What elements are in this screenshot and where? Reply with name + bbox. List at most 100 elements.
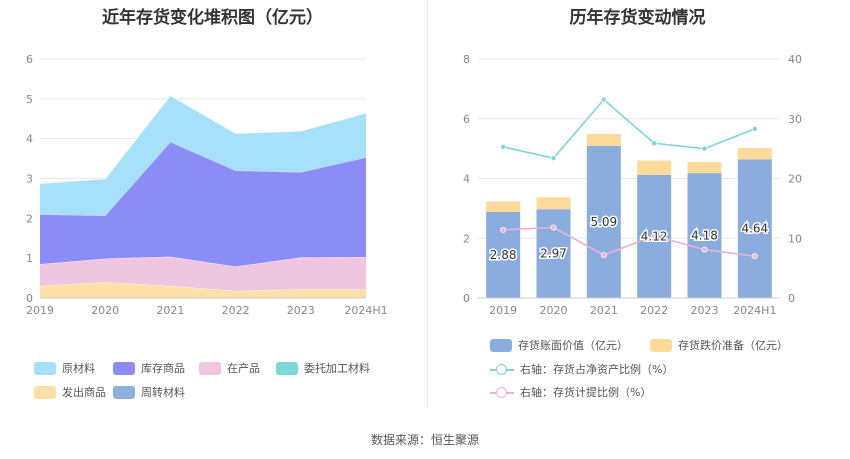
y-right-tick-label: 20 xyxy=(788,173,802,186)
area-edge-发出商品 xyxy=(39,281,366,292)
x-tick-label: 2020 xyxy=(91,304,119,317)
bar-impairment xyxy=(637,160,672,175)
line-point xyxy=(701,145,708,152)
legend-label: 存货跌价准备（亿元） xyxy=(678,339,788,352)
line-point xyxy=(751,253,758,260)
legend-swatch xyxy=(113,385,135,399)
y-tick-label: 4 xyxy=(26,133,33,146)
legend-label: 原材料 xyxy=(62,362,95,375)
legend-item[interactable]: 右轴：存货占净资产比例（%） xyxy=(490,361,673,377)
line-point xyxy=(550,155,557,162)
legend-item[interactable]: 右轴：存货计提比例（%） xyxy=(490,384,651,400)
y-tick-label: 5 xyxy=(26,93,33,106)
x-tick-label: 2019 xyxy=(26,304,54,317)
legend-label: 库存商品 xyxy=(141,362,185,375)
legend-item[interactable]: 委托加工材料 xyxy=(276,360,370,376)
bar-impairment xyxy=(586,133,621,146)
bar-book-value xyxy=(737,159,772,298)
y-tick-label: 3 xyxy=(26,173,33,186)
legend-swatch xyxy=(490,386,514,399)
y-tick-label: 6 xyxy=(26,53,33,66)
x-tick-label: 2019 xyxy=(489,304,517,317)
bar-impairment xyxy=(536,197,571,210)
stacked-bar-chart: 0 2 4 6 8 0 10 20 30 40 2019 2020 2021 2022 2023 2024H1… xyxy=(463,53,802,317)
x-tick-label: 2022 xyxy=(640,304,668,317)
legend-swatch xyxy=(34,385,56,399)
legend-swatch xyxy=(490,363,514,376)
y-left-tick-label: 4 xyxy=(463,173,470,186)
legend-item[interactable]: 原材料 xyxy=(34,360,95,376)
bar-value-label: 2.97 xyxy=(540,247,567,261)
x-tick-label: 2024H1 xyxy=(344,304,387,317)
y-tick-label: 0 xyxy=(26,292,33,305)
stacked-area-chart: 0 1 2 3 4 5 6 2019 2020 2021 2022 2023 2024H1 xyxy=(26,53,388,317)
legend-swatch xyxy=(276,361,298,375)
legend-swatch xyxy=(34,361,56,375)
legend-item[interactable]: 存货账面价值（亿元） xyxy=(490,337,628,353)
y-left-tick-label: 8 xyxy=(463,53,470,66)
y-right-tick-label: 10 xyxy=(788,232,802,245)
area-发出商品 xyxy=(40,282,366,298)
legend-label: 周转材料 xyxy=(141,386,185,399)
x-tick-label: 2020 xyxy=(540,304,568,317)
line-point xyxy=(651,140,658,147)
y-tick-label: 1 xyxy=(26,252,33,265)
legend-swatch xyxy=(490,338,512,352)
y-right-tick-label: 0 xyxy=(788,292,795,305)
bar-impairment xyxy=(737,148,772,160)
y-left-tick-label: 6 xyxy=(463,113,470,126)
bar-impairment xyxy=(486,201,521,212)
bar-book-value xyxy=(486,211,521,298)
x-tick-label: 2023 xyxy=(287,304,315,317)
bar-book-value xyxy=(536,209,571,298)
x-tick-label: 2022 xyxy=(222,304,250,317)
line-point xyxy=(500,143,507,150)
chart-divider xyxy=(427,0,428,408)
legend-label: 在产品 xyxy=(227,362,260,375)
bar-impairment xyxy=(687,162,722,174)
line-point xyxy=(751,125,758,132)
right-chart-title: 历年存货变动情况 xyxy=(569,8,706,28)
bar-book-value xyxy=(687,173,722,298)
area-库存商品 xyxy=(40,141,366,267)
legend-label: 委托加工材料 xyxy=(304,362,370,375)
bar-value-label: 4.18 xyxy=(691,229,718,243)
x-tick-label: 2024H1 xyxy=(733,304,776,317)
area-在产品 xyxy=(40,256,366,291)
area-原材料 xyxy=(40,95,366,216)
legend-swatch xyxy=(650,338,672,352)
data-source: 数据来源：恒生聚源 xyxy=(370,433,479,447)
legend-label: 右轴：存货计提比例（%） xyxy=(520,386,652,399)
x-tick-label: 2021 xyxy=(156,304,184,317)
y-tick-label: 2 xyxy=(26,212,33,225)
legend-item[interactable]: 周转材料 xyxy=(113,384,185,400)
line-point xyxy=(500,226,507,233)
left-chart-title: 近年存货变化堆积图（亿元） xyxy=(102,8,323,28)
legend-label: 发出商品 xyxy=(62,386,106,399)
legend-swatch xyxy=(113,361,135,375)
bar-value-label: 4.64 xyxy=(741,222,768,236)
line-point xyxy=(550,224,557,231)
bar-value-label: 2.88 xyxy=(490,248,517,262)
x-tick-label: 2023 xyxy=(691,304,719,317)
bar-book-value xyxy=(586,145,621,298)
line-series-1 xyxy=(503,226,755,257)
legend-label: 存货账面价值（亿元） xyxy=(518,339,628,352)
y-left-tick-label: 0 xyxy=(463,292,470,305)
legend-swatch xyxy=(199,361,221,375)
area-edge-原材料 xyxy=(39,94,367,185)
line-point xyxy=(651,232,658,239)
line-point xyxy=(701,246,708,253)
bar-value-label: 4.12 xyxy=(641,229,668,243)
y-right-tick-label: 30 xyxy=(788,113,802,126)
line-point xyxy=(600,251,607,258)
legend-item[interactable]: 发出商品 xyxy=(34,384,106,400)
line-series-0 xyxy=(502,98,756,160)
x-tick-label: 2021 xyxy=(590,304,618,317)
y-left-tick-label: 2 xyxy=(463,232,470,245)
legend-item[interactable]: 库存商品 xyxy=(113,360,185,376)
legend-item[interactable]: 在产品 xyxy=(199,360,260,376)
legend-label: 右轴：存货占净资产比例（%） xyxy=(520,363,674,376)
legend-item[interactable]: 存货跌价准备（亿元） xyxy=(650,337,788,353)
